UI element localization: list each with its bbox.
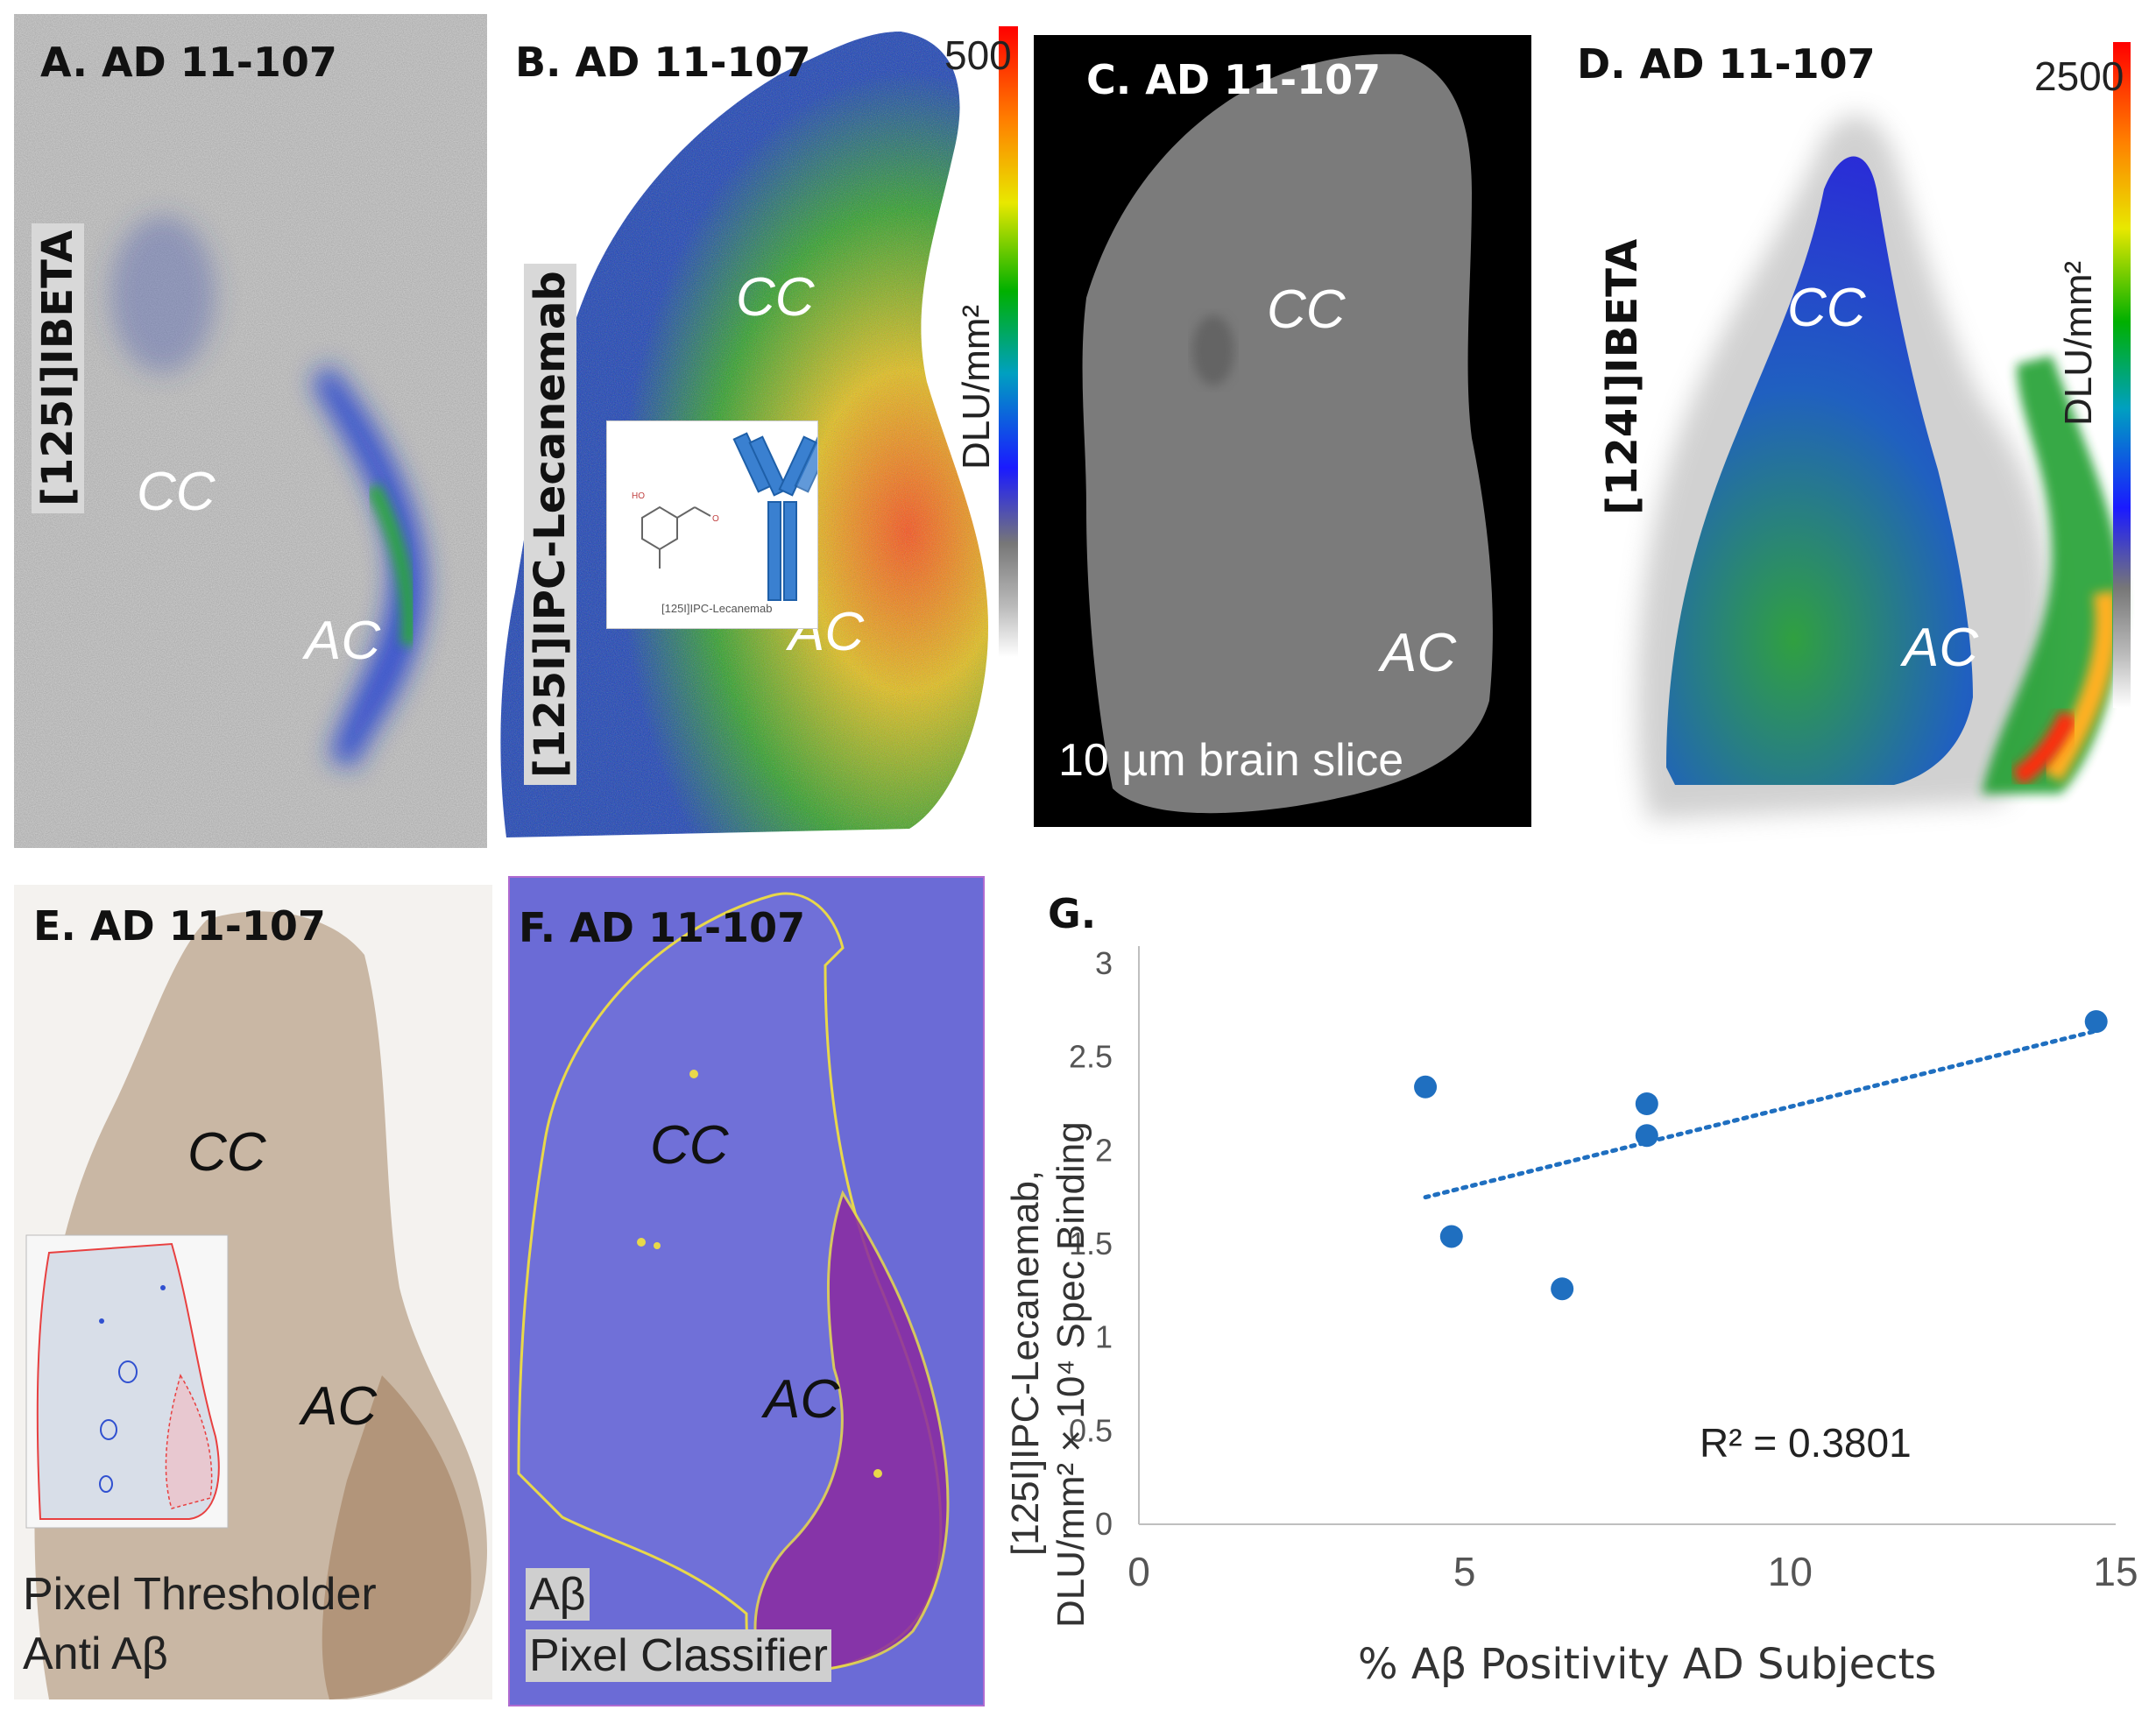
panel-f-caption-line1: Aβ xyxy=(526,1568,590,1621)
x-tick-label: 0 xyxy=(1127,1549,1150,1594)
svg-text:O: O xyxy=(712,514,719,524)
chart-y-axis-label-line1: [125I]IPC-Lecanemab, xyxy=(1004,1169,1047,1556)
chart-y-axis-label-line2: DLU/mm² × 10⁴ Spec Binding xyxy=(1050,1121,1092,1628)
panel-f-region-cc: CC xyxy=(650,1115,729,1176)
panel-e-title: E. AD 11-107 xyxy=(33,902,326,950)
panel-a: A. AD 11-107 [125I]IBETA CC AC xyxy=(14,14,487,848)
panel-c: C. AD 11-107 CC AC 10 µm brain slice xyxy=(1034,35,1531,827)
panel-d-colorbar xyxy=(2113,42,2131,708)
panel-b-title: B. AD 11-107 xyxy=(515,39,811,86)
panel-a-tracer-label: [125I]IBETA xyxy=(32,223,84,513)
panel-b-colorbar xyxy=(999,26,1018,657)
panel-e-region-cc: CC xyxy=(187,1122,266,1183)
data-point xyxy=(1635,1092,1658,1115)
panel-g: G. 0 5 10 15 0 0.5 1 1.5 2 2.5 3 [125I]IPC-Lecanem… xyxy=(999,876,2142,1703)
panel-a-region-ac: AC xyxy=(305,611,381,671)
panel-e-region-ac: AC xyxy=(301,1376,378,1437)
scatter-chart: 0 5 10 15 0 0.5 1 1.5 2 2.5 3 xyxy=(1069,945,2138,1594)
chart-x-axis-label: % Aβ Positivity AD Subjects xyxy=(1358,1640,1937,1689)
panel-c-region-cc: CC xyxy=(1267,279,1346,340)
data-point xyxy=(1551,1277,1574,1301)
panel-d-autoradiograph xyxy=(1561,14,2143,848)
panel-d-scale-max: 2500 xyxy=(2034,53,2124,99)
panel-d-unit: DLU/mm² xyxy=(2057,260,2100,426)
panel-f-title: F. AD 11-107 xyxy=(519,904,806,951)
panel-e-caption-line1: Pixel Thresholder xyxy=(23,1569,377,1620)
panel-b-scale-max: 500 xyxy=(944,32,1012,78)
y-tick-label: 0.5 xyxy=(1069,1412,1113,1448)
panel-e: E. AD 11-107 CC AC Pixel Thresholder Ant… xyxy=(14,885,492,1699)
panel-f-caption-line2: Pixel Classifier xyxy=(526,1629,831,1682)
trendline xyxy=(1423,1028,2099,1200)
panel-d: D. AD 11-107 2500 DLU/mm² [124I]IBETA CC… xyxy=(1561,14,2143,848)
data-point xyxy=(2084,1010,2108,1034)
y-tick-label: 0 xyxy=(1095,1506,1113,1542)
panel-d-region-cc: CC xyxy=(1787,278,1866,338)
panel-f-region-ac: AC xyxy=(764,1369,840,1430)
y-tick-label: 1 xyxy=(1095,1319,1113,1355)
panel-e-caption-line2: Anti Aβ xyxy=(23,1629,168,1679)
panel-f: F. AD 11-107 CC AC Aβ Pixel Classifier xyxy=(508,876,985,1706)
chart-r-squared-annotation: R² = 0.3801 xyxy=(1700,1420,1912,1466)
panel-d-region-ac: AC xyxy=(1903,618,1979,678)
panel-b-region-cc: CC xyxy=(736,267,815,328)
x-tick-label: 10 xyxy=(1768,1549,1813,1594)
panel-b-inset-label: [125I]IPC-Lecanemab xyxy=(661,602,773,615)
panel-d-tracer-label: [124I]IBETA xyxy=(1598,238,1647,515)
panel-a-autoradiograph xyxy=(14,14,487,848)
panel-b-unit: DLU/mm² xyxy=(955,304,998,470)
panel-b-tracer-label: [125I]IPC-Lecanemab xyxy=(524,264,576,785)
svg-text:HO: HO xyxy=(632,491,645,501)
panel-c-title: C. AD 11-107 xyxy=(1086,56,1382,103)
panel-a-title: A. AD 11-107 xyxy=(40,39,337,86)
x-tick-label: 5 xyxy=(1453,1549,1476,1594)
y-tick-label: 1.5 xyxy=(1069,1226,1113,1261)
panel-c-caption: 10 µm brain slice xyxy=(1058,735,1404,786)
panel-a-region-cc: CC xyxy=(137,462,216,522)
y-tick-label: 2.5 xyxy=(1069,1039,1113,1075)
y-tick-label: 2 xyxy=(1095,1132,1113,1168)
data-point xyxy=(1414,1075,1438,1099)
panel-e-ihc-section xyxy=(14,885,492,1699)
panel-d-title: D. AD 11-107 xyxy=(1577,40,1876,88)
panel-c-region-ac: AC xyxy=(1381,623,1457,683)
panel-b-inset: HO O [125I]IPC-Lecanemab xyxy=(606,420,834,629)
panel-f-classifier-map xyxy=(517,892,950,1677)
y-tick-label: 3 xyxy=(1095,945,1113,981)
antibody-structure-icon: HO O xyxy=(632,432,834,601)
panel-b: B. AD 11-107 500 DLU/mm² [125I]IPC-Lecan… xyxy=(498,14,1023,848)
panel-g-title: G. xyxy=(1048,890,1097,937)
panel-c-brain-slice xyxy=(1082,53,1493,814)
data-point xyxy=(1635,1124,1658,1148)
data-point xyxy=(1439,1225,1463,1248)
x-tick-label: 15 xyxy=(2093,1549,2138,1594)
